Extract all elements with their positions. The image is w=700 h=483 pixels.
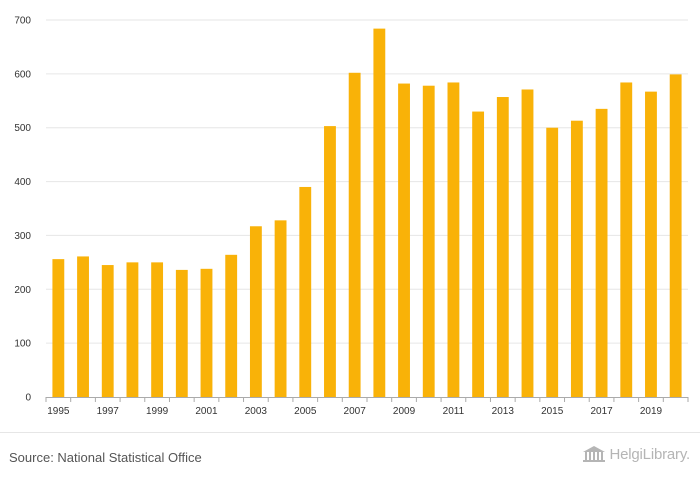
y-tick-label-200: 200	[14, 285, 31, 296]
bar-2009	[398, 83, 410, 398]
bar-2006	[324, 126, 336, 397]
y-tick-label-400: 400	[14, 177, 31, 188]
x-tick-label-1999: 1999	[146, 406, 169, 417]
helgilibrary-logo: HelgiLibrary.	[582, 445, 691, 463]
x-axis: 1995 1997 1999 2001 2003 2005 2007 2009 2011 2013…	[45, 397, 689, 417]
x-tick-label-1995: 1995	[47, 406, 70, 417]
y-axis: 0 100 200 300 400 500 600 700	[14, 16, 31, 404]
bar-2005	[299, 186, 312, 397]
bar-chart: 0 100 200 300 400 500 600 700 1995 1997 1999 2001 2…	[14, 16, 689, 417]
bar-2016	[570, 120, 583, 398]
x-tick-label-2009: 2009	[393, 406, 416, 417]
y-tick-label-300: 300	[14, 231, 31, 242]
library-building-icon	[582, 446, 605, 462]
bar-2020	[669, 74, 682, 398]
x-tick-label-2007: 2007	[344, 406, 367, 417]
bar-2007	[348, 72, 361, 397]
bar-2003	[249, 226, 262, 397]
x-tick-label-2001: 2001	[195, 406, 218, 417]
bar-2004	[274, 220, 287, 397]
logo-text: HelgiLibrary.	[609, 445, 691, 463]
bar-2014	[521, 89, 534, 397]
x-tick-label-2017: 2017	[590, 406, 613, 417]
chart-gridlines	[46, 19, 688, 344]
bar-2017	[595, 108, 608, 398]
x-tick-label-2019: 2019	[640, 406, 663, 417]
bar-1996	[77, 256, 89, 397]
y-tick-label-600: 600	[14, 69, 31, 80]
bar-2002	[225, 254, 238, 397]
x-tick-label-2011: 2011	[443, 406, 465, 417]
bar-2015	[546, 127, 559, 398]
x-tick-label-2015: 2015	[541, 406, 564, 417]
y-tick-label-500: 500	[14, 123, 31, 134]
bar-2000	[175, 269, 188, 397]
bar-1997	[101, 265, 114, 397]
bar-2012	[472, 111, 485, 397]
bar-2001	[200, 268, 213, 397]
x-tick-label-2013: 2013	[492, 406, 515, 417]
bar-1998	[126, 262, 139, 397]
bar-2008	[373, 28, 386, 398]
y-tick-label-700: 700	[14, 16, 31, 27]
source-note: Source: National Statistical Office	[9, 450, 202, 465]
bar-2010	[422, 85, 435, 398]
bar-2018	[620, 82, 633, 397]
x-tick-label-2003: 2003	[245, 406, 268, 417]
footer-divider	[0, 432, 700, 433]
bar-2013	[496, 97, 509, 398]
y-tick-label-100: 100	[14, 339, 31, 350]
x-tick-label-2005: 2005	[294, 406, 317, 417]
bar-1995	[52, 259, 65, 397]
y-tick-label-0: 0	[25, 393, 31, 404]
bar-2011	[447, 82, 460, 397]
x-tick-label-1997: 1997	[97, 406, 120, 417]
chart-bars	[52, 28, 682, 398]
bar-1999	[151, 262, 164, 397]
bar-2019	[645, 91, 657, 397]
